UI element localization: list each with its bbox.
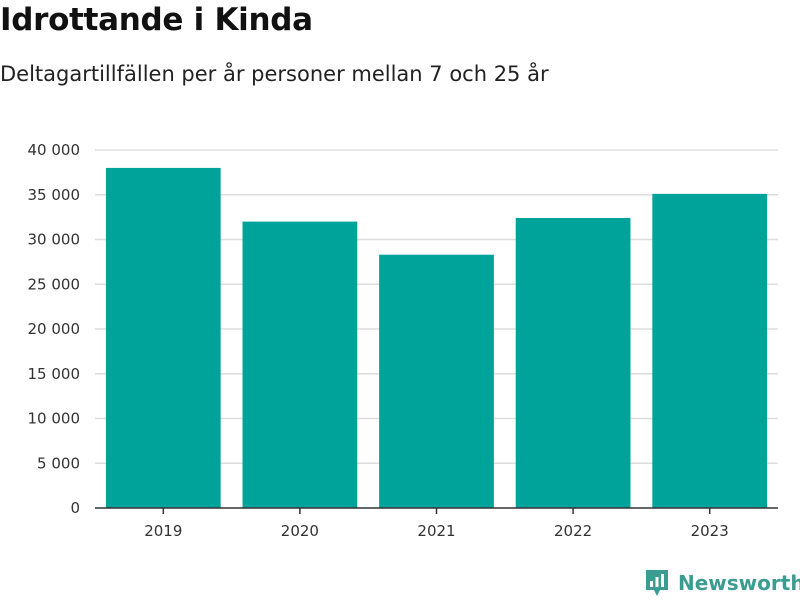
bar-2020: [242, 221, 358, 508]
y-tick-label: 15 000: [28, 365, 81, 383]
x-tick-label: 2019: [144, 522, 182, 540]
brand-name: Newsworthy: [678, 571, 800, 595]
brand-logo: Newsworthy: [644, 568, 800, 598]
x-axis: 2019 2020 2021 2022 2023: [95, 507, 778, 540]
chart-title: Idrottande i Kinda: [0, 2, 313, 38]
bar-2022: [515, 218, 631, 508]
bar-2023: [652, 193, 768, 509]
newsworthy-icon: [646, 570, 668, 596]
y-axis: 0 5 000 10 000 15 000 20 000 25 000 30 000 35 0…: [28, 141, 81, 517]
y-tick-label: 10 000: [28, 410, 81, 428]
y-tick-label: 40 000: [28, 141, 81, 159]
x-tick-label: 2022: [554, 522, 592, 540]
y-tick-label: 30 000: [28, 231, 81, 249]
y-tick-label: 35 000: [28, 186, 81, 204]
y-tick-label: 5 000: [37, 454, 80, 472]
y-tick-label: 20 000: [28, 320, 81, 338]
bars: [105, 167, 768, 509]
chart-subtitle: Deltagartillfällen per år personer mella…: [0, 62, 549, 86]
x-tick-label: 2021: [417, 522, 455, 540]
y-tick-label: 25 000: [28, 275, 81, 293]
bar-2021: [379, 254, 494, 508]
y-tick-label: 0: [70, 499, 80, 517]
x-tick-label: 2020: [281, 522, 319, 540]
x-tick-label: 2023: [691, 522, 729, 540]
bar-2019: [105, 167, 221, 508]
